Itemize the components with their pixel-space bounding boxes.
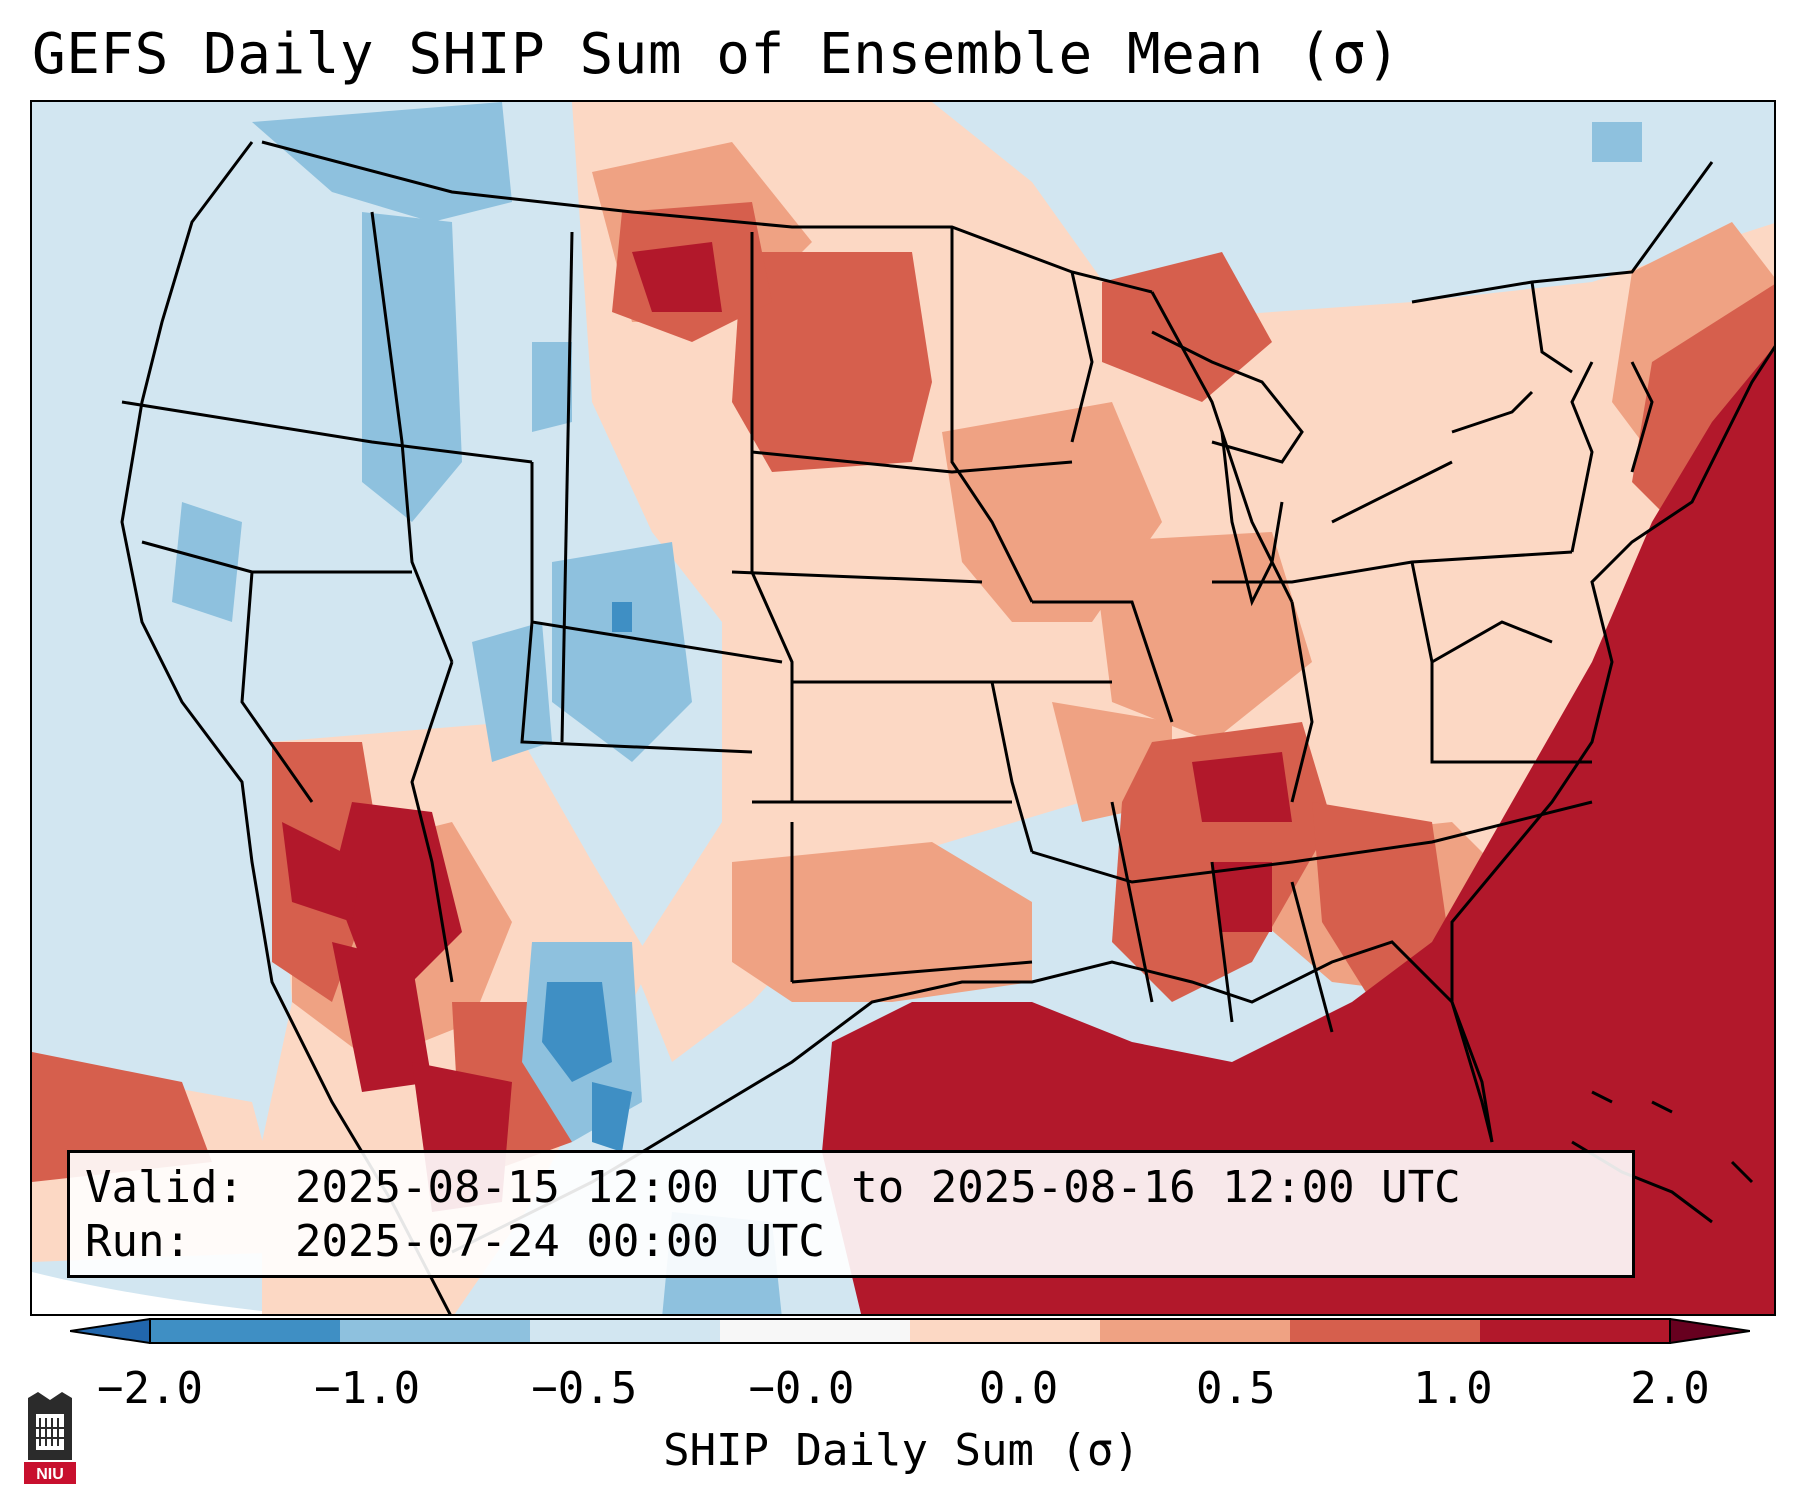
valid-value: 2025-08-15 12:00 UTC to 2025-08-16 12:00…	[295, 1162, 1461, 1213]
colorbar-tick-label: −2.0	[97, 1363, 203, 1414]
colorbar-tick-label: −0.0	[748, 1363, 855, 1414]
colorbar-bin	[1480, 1319, 1671, 1343]
colorbar-tick-label: 0.0	[978, 1363, 1059, 1414]
colorbar-bin	[1290, 1319, 1481, 1343]
atlantic-coastline	[1450, 345, 1774, 1143]
anomaly-above-2.0	[282, 242, 1774, 1314]
map-panel	[30, 100, 1776, 1316]
valid-label: Valid:	[85, 1162, 244, 1213]
figure-title: GEFS Daily SHIP Sum of Ensemble Mean (σ)	[32, 22, 1401, 87]
logo-text: NIU	[36, 1466, 64, 1483]
valid-run-info-box: Valid: 2025-08-15 12:00 UTC to 2025-08-16…	[67, 1150, 1635, 1278]
colorbar-bin	[1100, 1319, 1291, 1343]
pacific-coastline	[120, 141, 452, 1314]
colorbar-tick-label: 0.5	[1195, 1363, 1276, 1414]
colorbar-over-extension	[1669, 1318, 1750, 1344]
colorbar-tick-label: 2.0	[1630, 1363, 1710, 1414]
ship-anomaly-map	[32, 102, 1774, 1314]
colorbar-tick-label: 1.0	[1413, 1363, 1493, 1414]
colorbar	[70, 1318, 1750, 1344]
run-value: 2025-07-24 00:00 UTC	[295, 1216, 825, 1267]
colorbar-bin	[910, 1319, 1101, 1343]
colorbar-bin	[150, 1319, 341, 1343]
colorbar-outline	[149, 1318, 1671, 1344]
niu-logo: NIU	[24, 1392, 76, 1484]
boundaries	[120, 140, 1774, 1314]
colorbar-tick-label: −0.5	[531, 1363, 638, 1414]
gulf-coastline	[451, 940, 1494, 1254]
colorbar-bin	[720, 1319, 911, 1343]
colorbar-tick-label: −1.0	[314, 1363, 421, 1414]
run-label: Run:	[85, 1216, 191, 1267]
canada-us-border-east	[1411, 161, 1714, 304]
logo-badge	[24, 1462, 76, 1484]
out-of-domain-area	[32, 1272, 291, 1314]
colorbar-label: SHIP Daily Sum (σ)	[663, 1425, 1140, 1476]
colorbar-bin	[340, 1319, 531, 1343]
colorbar-under-extension	[70, 1318, 151, 1344]
colorbar-bin	[530, 1319, 721, 1343]
anomaly-minus-2.0-minus-1.0	[542, 602, 632, 1152]
